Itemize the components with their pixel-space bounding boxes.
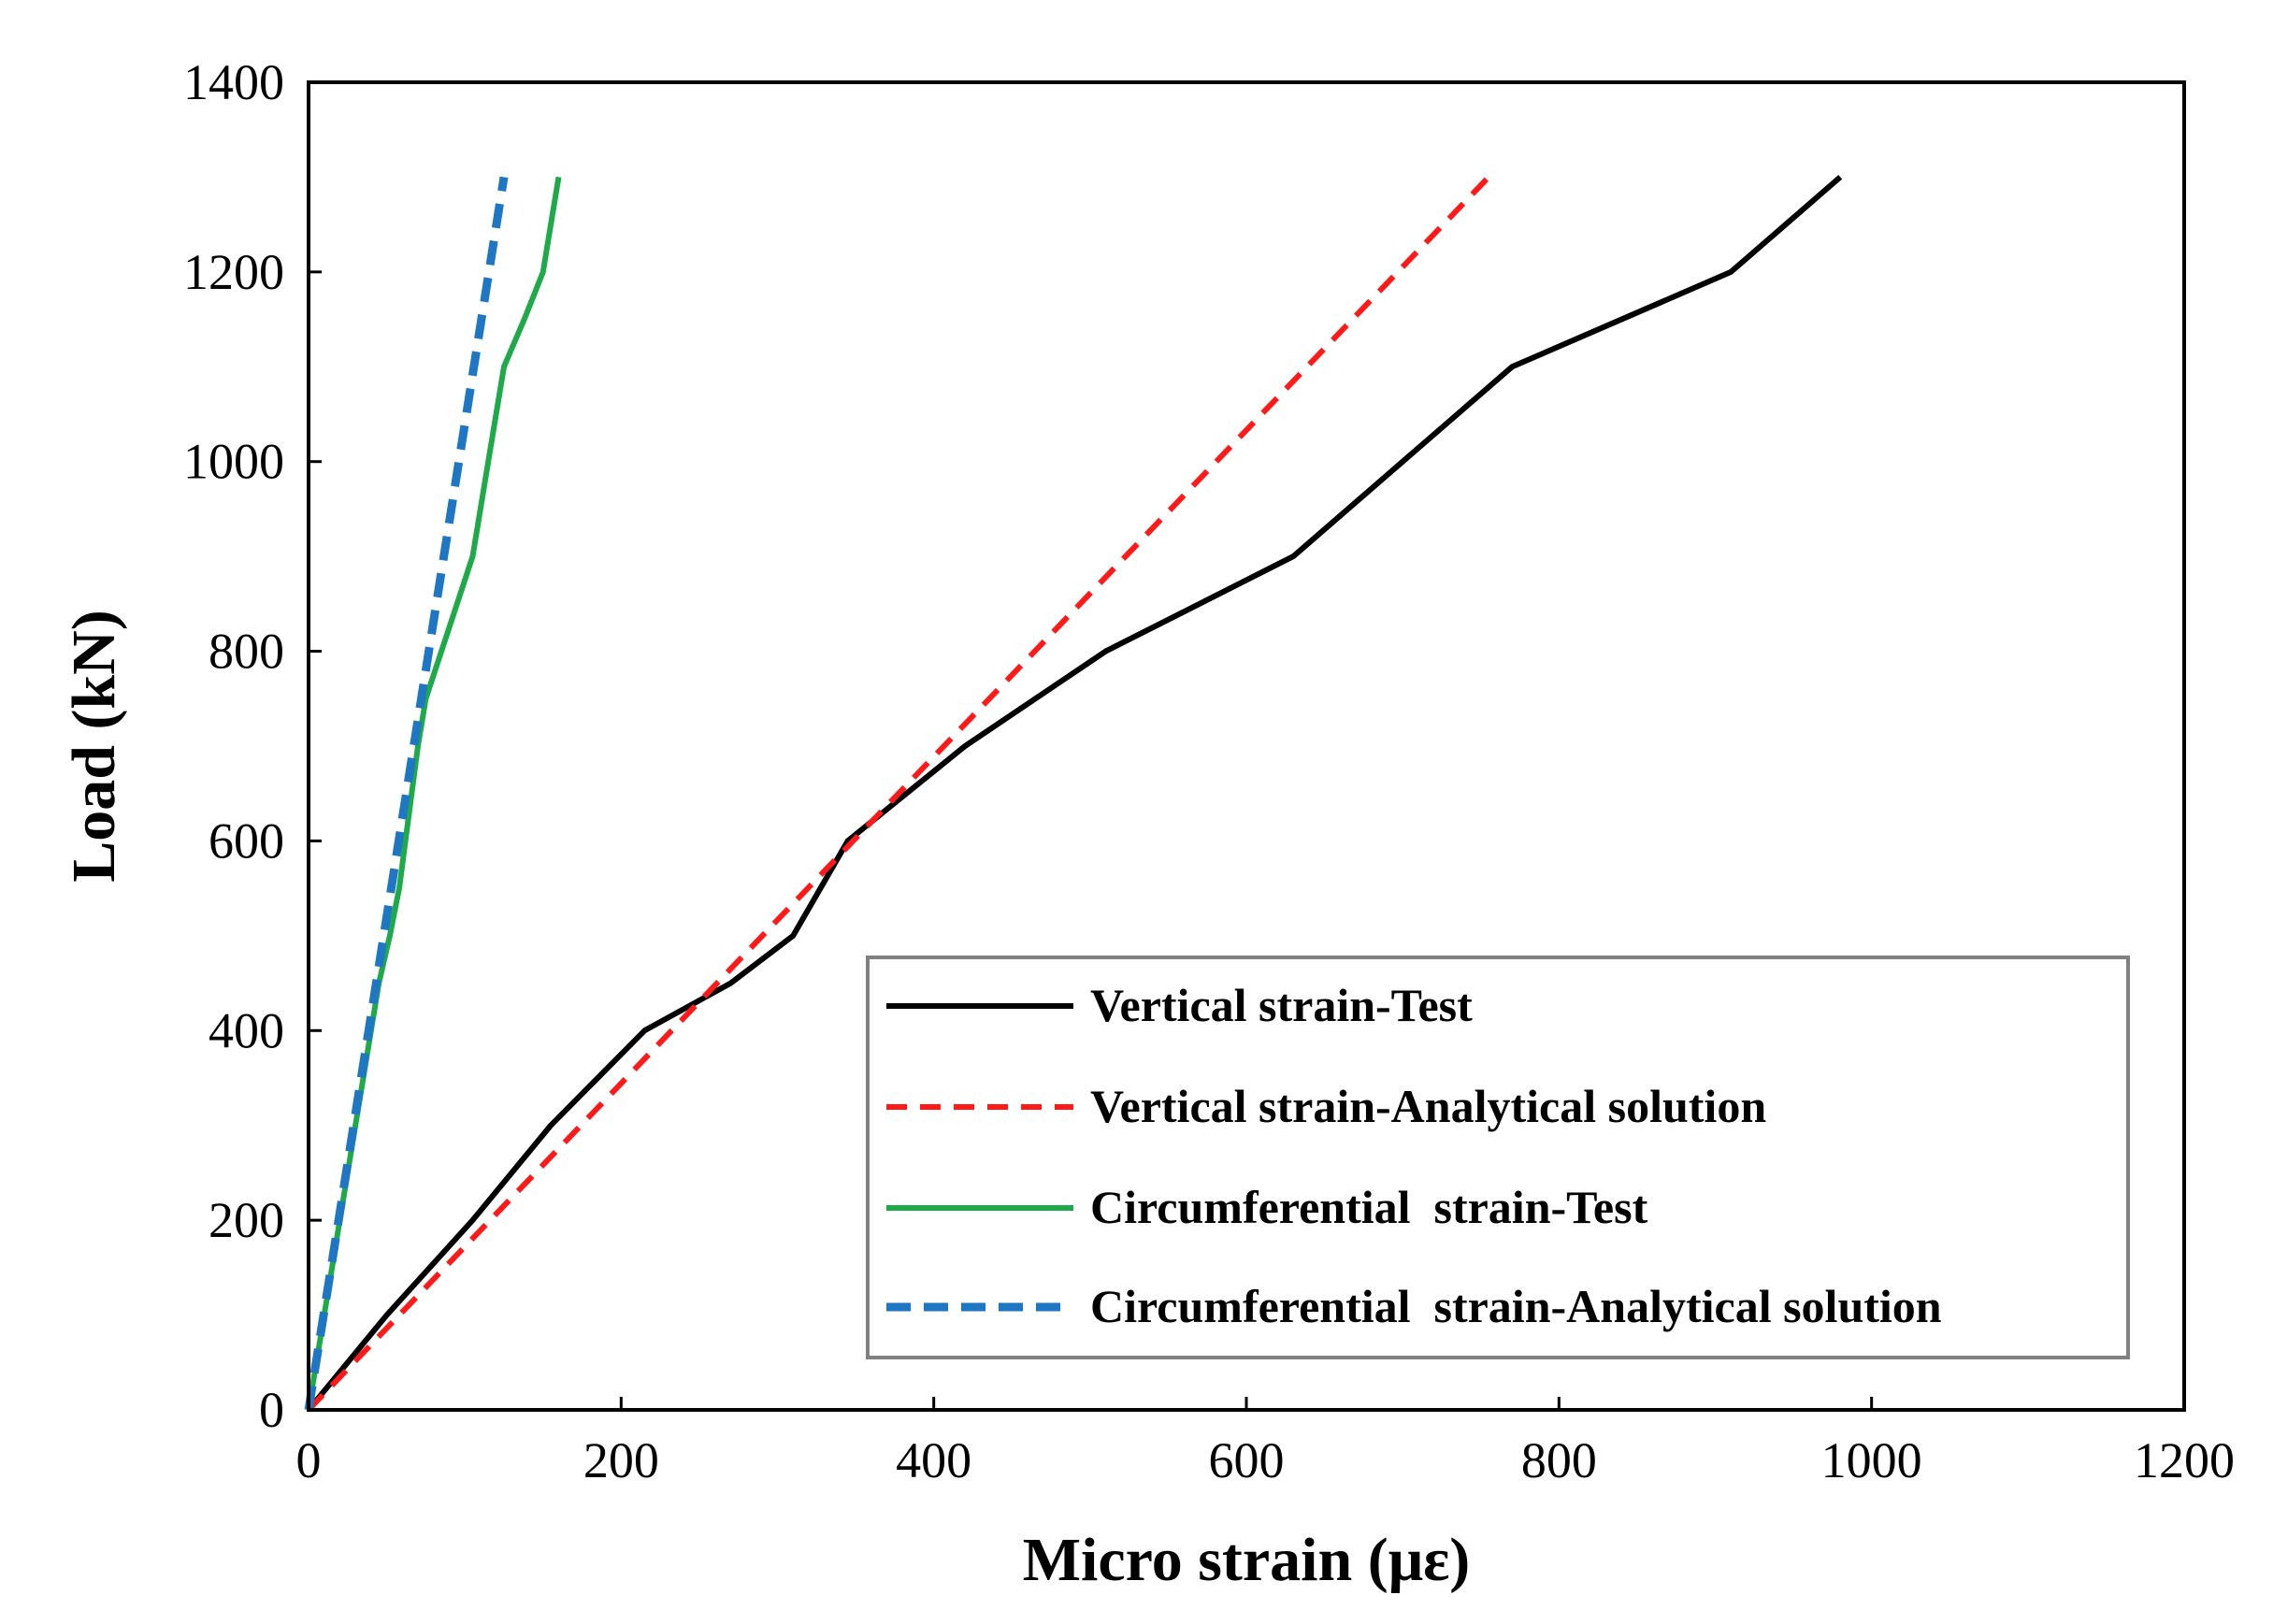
y-tick-label: 600 bbox=[209, 812, 284, 869]
legend-label-2: Vertical strain-Analytical solution bbox=[1090, 1080, 1766, 1132]
legend-entries: Vertical strain-Test Vertical strain-Anal… bbox=[886, 979, 1942, 1332]
y-tick-label: 1200 bbox=[183, 244, 284, 300]
y-axis-title: Load (kN) bbox=[60, 610, 128, 883]
series-line-4 bbox=[304, 176, 509, 1411]
legend-label-1: Vertical strain-Test bbox=[1090, 979, 1473, 1031]
series-line-3 bbox=[306, 176, 562, 1411]
x-axis-title: Micro strain (με) bbox=[1023, 1526, 1471, 1594]
series-line-2 bbox=[306, 175, 1491, 1413]
x-tick-label: 1200 bbox=[2134, 1432, 2235, 1488]
x-tick-label: 400 bbox=[896, 1432, 971, 1488]
y-tick-label: 1400 bbox=[183, 54, 284, 110]
series-line-1 bbox=[306, 175, 1843, 1412]
y-tick-label: 1000 bbox=[183, 434, 284, 490]
x-tick-label: 800 bbox=[1521, 1432, 1597, 1488]
x-tick-label: 0 bbox=[296, 1432, 322, 1488]
legend-box bbox=[866, 956, 2130, 1359]
y-axis-ticks: 0 200 400 600 800 1000 1200 1400 bbox=[183, 54, 322, 1438]
x-tick-label: 200 bbox=[583, 1432, 659, 1488]
y-tick-label: 200 bbox=[209, 1192, 284, 1248]
y-tick-label: 0 bbox=[259, 1382, 284, 1438]
series-layer bbox=[304, 175, 1843, 1413]
legend-label-4: Circumferential strain-Analytical soluti… bbox=[1090, 1280, 1942, 1332]
y-tick-label: 400 bbox=[209, 1002, 284, 1058]
legend-label-3: Circumferential strain-Test bbox=[1090, 1181, 1648, 1233]
legend: Vertical strain-Test Vertical strain-Anal… bbox=[866, 956, 2130, 1359]
x-tick-label: 600 bbox=[1209, 1432, 1285, 1488]
y-tick-label: 800 bbox=[209, 624, 284, 680]
x-tick-label: 1000 bbox=[1821, 1432, 1922, 1488]
x-axis-ticks: 0 200 400 600 800 1000 1200 bbox=[296, 1397, 2235, 1488]
